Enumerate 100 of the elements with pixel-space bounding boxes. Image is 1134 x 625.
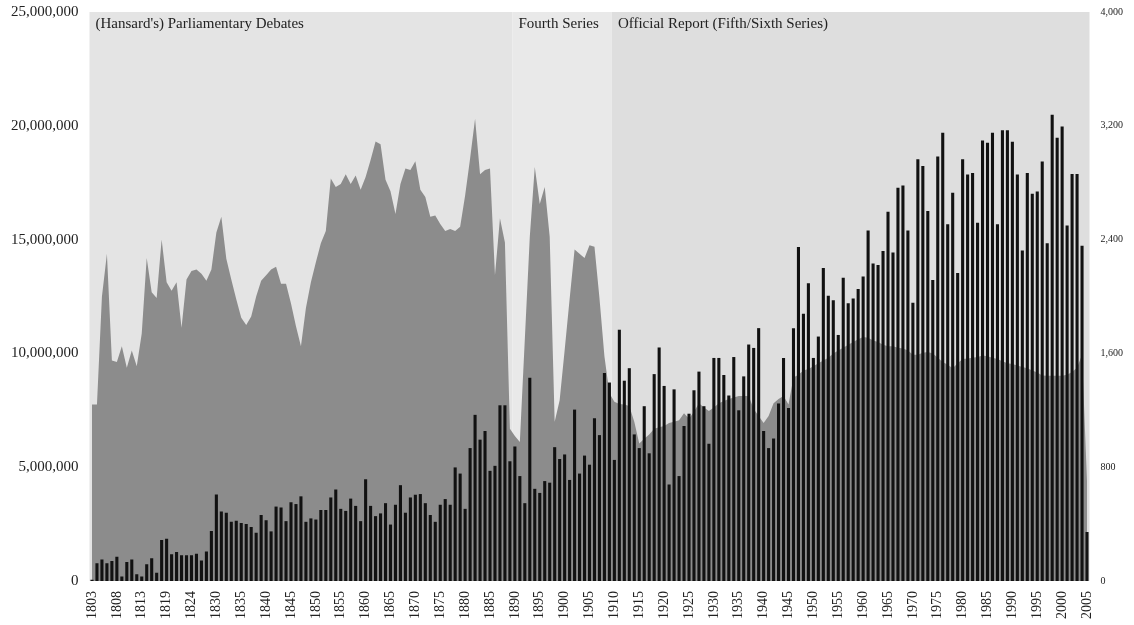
bar: [518, 476, 522, 581]
bar: [781, 357, 786, 581]
x-tick-label: 1950: [805, 591, 821, 619]
bar: [821, 268, 825, 581]
bar: [503, 405, 507, 581]
band-label: (Hansard's) Parliamentary Debates: [95, 15, 305, 33]
x-tick-label: 1915: [630, 591, 646, 619]
bar: [592, 418, 597, 581]
x-tick-label: 1845: [282, 591, 298, 619]
bar: [234, 520, 238, 581]
bar: [657, 347, 661, 581]
bar: [980, 140, 985, 581]
bar: [418, 494, 422, 581]
bar: [165, 538, 169, 581]
bar: [254, 532, 258, 581]
bar: [826, 295, 830, 581]
x-tick-label: 1875: [431, 591, 447, 619]
bar: [558, 459, 562, 581]
x-tick-label: 1835: [232, 591, 248, 619]
y-tick-label: 20,000,000: [11, 116, 79, 133]
bar: [170, 554, 174, 581]
x-tick-label: 1960: [854, 591, 870, 619]
x-tick-label: 1905: [581, 591, 597, 619]
bar: [951, 192, 955, 581]
bar: [443, 499, 447, 581]
bar: [1040, 161, 1044, 581]
y-tick-label: 0: [71, 571, 79, 588]
x-tick-label: 1995: [1028, 591, 1044, 619]
bar: [140, 576, 144, 581]
bar: [757, 328, 761, 581]
bar: [155, 572, 159, 581]
bar: [448, 504, 452, 581]
bar: [911, 302, 915, 581]
bar: [856, 288, 860, 581]
bar: [513, 446, 517, 581]
bar: [1035, 191, 1039, 581]
bar: [727, 395, 731, 581]
bar: [184, 555, 189, 581]
bar: [816, 336, 820, 581]
bar: [349, 498, 353, 581]
bar: [543, 481, 547, 581]
bar: [976, 222, 980, 581]
bar: [433, 521, 437, 581]
bar: [125, 561, 129, 581]
bar: [145, 564, 149, 581]
bar: [533, 488, 537, 581]
bar: [1005, 130, 1009, 581]
bar: [985, 142, 990, 581]
bar: [956, 273, 960, 581]
bar: [438, 504, 442, 581]
bar: [334, 489, 338, 581]
bar: [189, 555, 194, 581]
bar: [1055, 137, 1059, 581]
x-tick-label: 1940: [755, 591, 771, 619]
bar: [150, 558, 154, 581]
bar: [319, 509, 323, 581]
bar: [995, 224, 999, 581]
bar: [468, 448, 472, 581]
bar: [582, 455, 587, 581]
bar: [120, 576, 124, 581]
y-tick-label: 5,000,000: [18, 458, 79, 475]
x-tick-label: 1803: [83, 591, 99, 619]
bar: [587, 464, 592, 581]
x-tick-label: 1965: [879, 591, 895, 619]
x-tick-label: 1860: [357, 591, 373, 619]
bar: [662, 385, 666, 581]
bar: [379, 513, 383, 581]
x-tick-label: 1830: [208, 591, 224, 619]
bar: [632, 434, 636, 581]
bar: [667, 484, 671, 581]
bar: [204, 551, 208, 581]
bar: [214, 494, 218, 581]
bar: [259, 515, 263, 581]
bar: [762, 431, 766, 581]
bar: [831, 300, 835, 581]
bar: [105, 563, 109, 581]
bar: [194, 553, 199, 581]
x-tick-label: 2005: [1078, 591, 1094, 619]
x-tick-label: 1824: [183, 591, 199, 619]
bar: [180, 555, 184, 581]
bar: [403, 512, 407, 581]
bar: [966, 174, 970, 581]
bar: [946, 224, 950, 581]
bar: [369, 505, 373, 581]
bar: [941, 132, 945, 581]
bar: [224, 512, 228, 581]
x-tick-label: 1885: [481, 591, 497, 619]
bar: [1050, 114, 1054, 581]
x-tick-label: 1855: [332, 591, 348, 619]
bar: [1015, 174, 1019, 581]
bar: [458, 473, 462, 581]
bar: [607, 382, 611, 581]
bar: [1020, 250, 1024, 581]
bar: [707, 443, 711, 581]
bar: [388, 524, 393, 581]
x-tick-label: 1910: [606, 591, 622, 619]
bar: [772, 438, 776, 581]
bar: [617, 329, 621, 581]
bar: [1010, 141, 1014, 581]
bar: [398, 485, 402, 581]
